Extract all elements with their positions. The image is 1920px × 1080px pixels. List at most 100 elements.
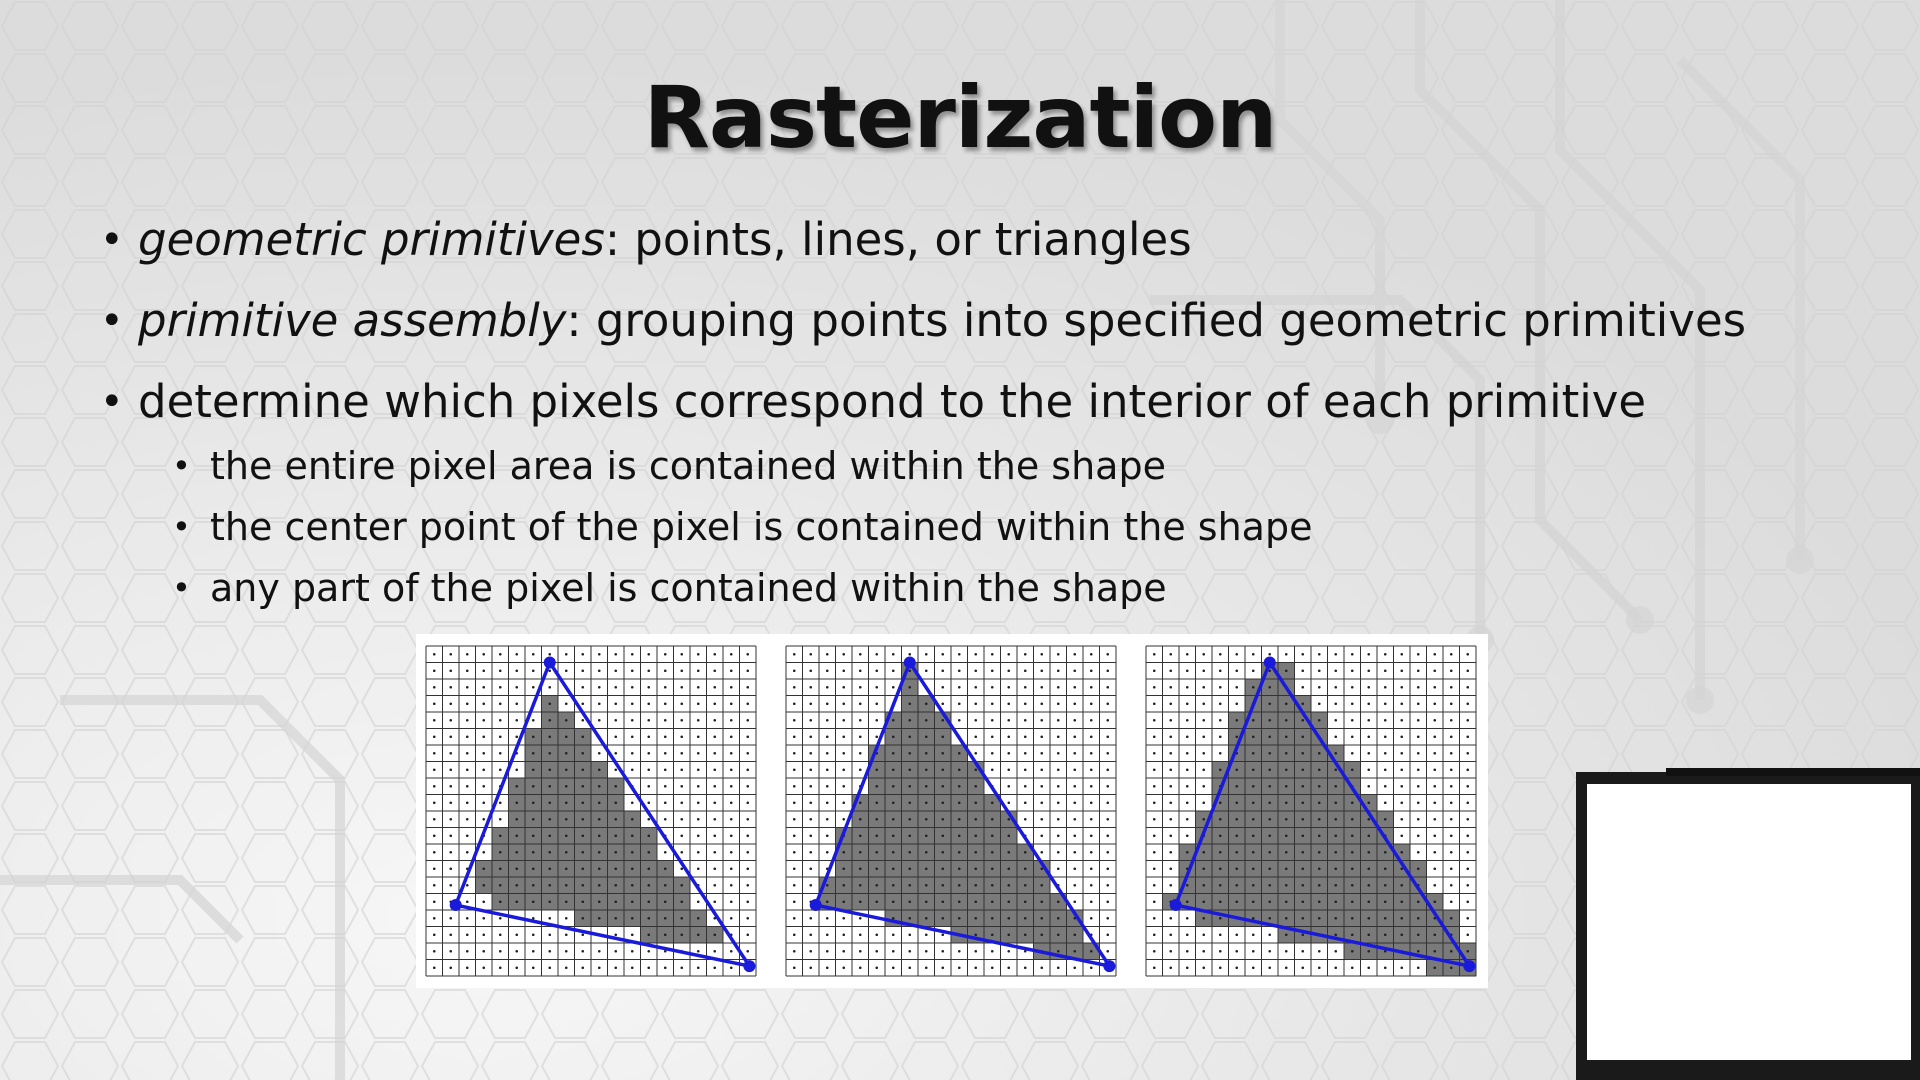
pixel-center	[1235, 669, 1239, 673]
pixel-center	[531, 867, 535, 871]
pixel-center	[581, 883, 585, 887]
pixel-center	[680, 801, 684, 805]
pixel-center	[891, 784, 895, 788]
pixel-center	[630, 834, 634, 838]
pixel-center	[1400, 669, 1404, 673]
pixel-center	[449, 784, 453, 788]
pixel-center	[680, 933, 684, 937]
pixel-center	[597, 883, 601, 887]
pixel-center	[908, 718, 912, 722]
pixel-center	[564, 801, 568, 805]
pixel-center	[531, 669, 535, 673]
pixel-center	[1235, 817, 1239, 821]
video-thumbnail[interactable]	[1576, 768, 1920, 1080]
pixel-center	[1089, 718, 1093, 722]
pixel-center	[1350, 652, 1354, 656]
pixel-center	[1284, 801, 1288, 805]
pixel-center	[581, 718, 585, 722]
pixel-center	[941, 933, 945, 937]
pixel-center	[482, 751, 486, 755]
pixel-center	[1334, 850, 1338, 854]
pixel-center	[1383, 817, 1387, 821]
pixel-center	[1400, 966, 1404, 970]
pixel-center	[809, 867, 813, 871]
pixel-center	[1218, 652, 1222, 656]
pixel-center	[1202, 817, 1206, 821]
pixel-center	[1466, 900, 1470, 904]
pixel-center	[729, 702, 733, 706]
pixel-center	[1367, 966, 1371, 970]
pixel-center	[647, 801, 651, 805]
pixel-center	[713, 784, 717, 788]
pixel-center	[1268, 933, 1272, 937]
pixel-center	[809, 834, 813, 838]
pixel-center	[1218, 718, 1222, 722]
pixel-center	[1218, 817, 1222, 821]
pixel-center	[875, 735, 879, 739]
pixel-center	[924, 817, 928, 821]
pixel-center	[746, 735, 750, 739]
pixel-center	[1449, 669, 1453, 673]
pixel-center	[891, 949, 895, 953]
pixel-center	[875, 685, 879, 689]
pixel-center	[647, 883, 651, 887]
pixel-center	[465, 669, 469, 673]
bullet-term: primitive assembly	[138, 294, 567, 347]
pixel-center	[842, 850, 846, 854]
pixel-center	[1301, 735, 1305, 739]
pixel-center	[548, 718, 552, 722]
pixel-center	[680, 867, 684, 871]
pixel-center	[990, 817, 994, 821]
pixel-center	[974, 949, 978, 953]
pixel-center	[1284, 916, 1288, 920]
pixel-center	[1202, 883, 1206, 887]
pixel-center	[990, 702, 994, 706]
pixel-center	[1218, 685, 1222, 689]
pixel-center	[1251, 801, 1255, 805]
pixel-center	[614, 900, 618, 904]
pixel-center	[1334, 768, 1338, 772]
pixel-center	[957, 949, 961, 953]
pixel-center	[842, 784, 846, 788]
pixel-center	[1073, 933, 1077, 937]
pixel-center	[858, 685, 862, 689]
pixel-center	[1433, 669, 1437, 673]
pixel-center	[825, 949, 829, 953]
pixel-center	[941, 900, 945, 904]
pixel-center	[1433, 702, 1437, 706]
pixel-center	[1185, 702, 1189, 706]
pixel-center	[713, 735, 717, 739]
pixel-center	[1284, 735, 1288, 739]
pixel-center	[941, 685, 945, 689]
pixel-center	[908, 768, 912, 772]
pixel-center	[746, 669, 750, 673]
pixel-center	[647, 817, 651, 821]
pixel-center	[449, 883, 453, 887]
pixel-center	[858, 966, 862, 970]
pixel-center	[1007, 916, 1011, 920]
pixel-center	[548, 933, 552, 937]
pixel-center	[1202, 718, 1206, 722]
pixel-center	[498, 916, 502, 920]
pixel-center	[531, 883, 535, 887]
pixel-center	[432, 685, 436, 689]
pixel-center	[597, 834, 601, 838]
pixel-center	[1056, 916, 1060, 920]
pixel-center	[1400, 702, 1404, 706]
pixel-center	[1089, 702, 1093, 706]
pixel-center	[1466, 768, 1470, 772]
pixel-center	[531, 718, 535, 722]
pixel-center	[614, 867, 618, 871]
pixel-center	[1317, 751, 1321, 755]
pixel-center	[548, 669, 552, 673]
pixel-center	[1400, 933, 1404, 937]
pixel-center	[548, 685, 552, 689]
pixel-center	[647, 652, 651, 656]
pixel-center	[957, 768, 961, 772]
pixel-center	[1106, 850, 1110, 854]
pixel-center	[1367, 669, 1371, 673]
pixel-center	[941, 768, 945, 772]
pixel-center	[515, 768, 519, 772]
pixel-center	[825, 685, 829, 689]
pixel-center	[1185, 949, 1189, 953]
